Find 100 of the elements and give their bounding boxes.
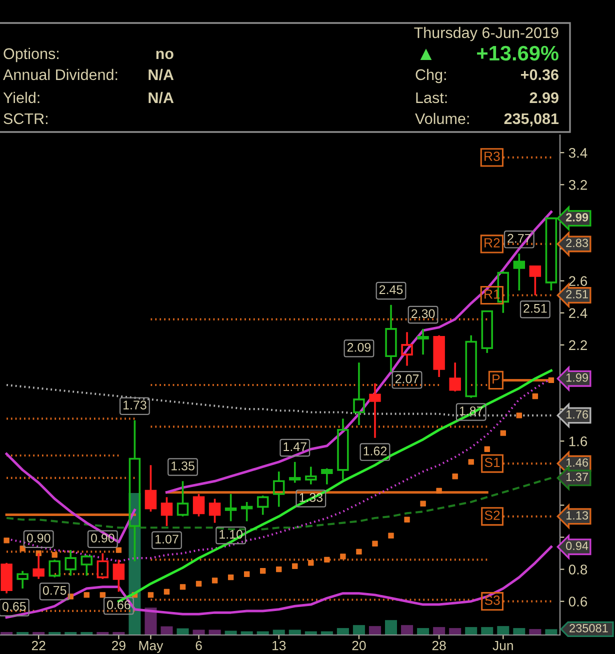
text: 2.99 <box>566 213 588 222</box>
text: Volume: <box>415 112 469 124</box>
point <box>500 430 506 436</box>
point <box>548 377 554 384</box>
data-label: 2.83 <box>566 238 588 248</box>
bar <box>465 627 478 635</box>
data-label: 1.13 <box>566 511 588 520</box>
annotation: 1.07 <box>156 534 178 544</box>
point <box>420 500 426 506</box>
annotation: 1.10 <box>220 530 242 539</box>
bar <box>368 626 381 635</box>
y-tick-label: 0.6 <box>568 596 588 607</box>
point <box>372 540 378 547</box>
bar <box>545 629 558 635</box>
text: N/A <box>148 92 174 104</box>
point <box>52 552 58 558</box>
x-tick-label: 6 <box>196 640 202 650</box>
point <box>308 560 314 566</box>
point <box>484 446 490 452</box>
data-label: 1.37 <box>566 472 588 482</box>
candlestick <box>337 418 349 480</box>
candlestick <box>513 252 526 292</box>
annotation: 1.47 <box>284 442 306 451</box>
bar <box>160 626 173 635</box>
series-label: P <box>492 374 500 384</box>
annotation: 2.51 <box>524 304 547 313</box>
annotation: 0.75 <box>42 586 66 595</box>
bar <box>352 625 365 635</box>
point <box>340 554 346 560</box>
text: 2.99 <box>530 92 558 104</box>
candlestick <box>208 498 221 524</box>
y-tick-label: 0.8 <box>568 564 588 574</box>
candlestick <box>305 466 317 486</box>
text: Chg: <box>416 68 446 84</box>
bar <box>224 630 237 635</box>
text: Thursday 6-Jun-2019 <box>414 26 558 42</box>
candlestick <box>32 552 44 580</box>
candlestick <box>273 470 285 508</box>
candlestick <box>385 304 397 374</box>
series-label: R2 <box>484 238 500 248</box>
series-label: S3 <box>484 596 500 605</box>
text: +0.36 <box>520 69 558 80</box>
bar <box>529 629 542 635</box>
text: +13.69% <box>477 46 558 61</box>
bar <box>385 620 398 635</box>
text: ▲ <box>420 48 432 60</box>
point <box>324 556 330 563</box>
bar <box>336 628 349 635</box>
point <box>356 548 362 555</box>
bar <box>417 628 430 635</box>
point <box>212 578 218 584</box>
data-label: 1.76 <box>566 410 588 419</box>
point <box>452 473 458 480</box>
bar <box>288 630 301 635</box>
point <box>292 563 298 569</box>
data-label: 0.94 <box>566 542 588 550</box>
point <box>260 568 266 574</box>
annotation: 1.73 <box>124 400 146 410</box>
point <box>116 547 122 553</box>
candlestick <box>417 328 429 356</box>
bar <box>401 625 414 635</box>
annotation: 2.09 <box>347 342 371 352</box>
bar <box>481 627 494 635</box>
text: Annual Dividend: <box>3 68 118 80</box>
point <box>228 574 234 580</box>
bar <box>449 628 462 635</box>
point <box>100 592 106 598</box>
candlestick <box>401 331 413 367</box>
annotation: 0.90 <box>26 534 50 542</box>
candlestick <box>321 467 333 486</box>
text: SCTR: <box>4 113 48 124</box>
y-tick-label: 2.6 <box>569 276 588 286</box>
point <box>516 412 522 418</box>
x-tick-label: 29 <box>112 640 126 650</box>
x-tick-label: 28 <box>432 640 446 650</box>
bar <box>192 630 205 635</box>
bar <box>513 628 526 635</box>
x-tick-label: May <box>139 641 164 653</box>
point <box>532 393 538 400</box>
text: N/A <box>148 68 174 80</box>
candlestick <box>224 493 237 522</box>
candlestick <box>160 496 173 527</box>
y-tick-label: 1.6 <box>569 436 588 446</box>
candlestick <box>353 362 365 426</box>
y-tick-label: 2.4 <box>569 308 588 318</box>
annotation: 0.65 <box>2 602 26 611</box>
text: 235,081 <box>504 113 559 126</box>
candlestick <box>112 558 125 593</box>
series-label: R3 <box>484 152 500 161</box>
point <box>404 516 410 522</box>
bar <box>272 630 285 635</box>
annotation: 2.30 <box>412 309 435 318</box>
point <box>276 566 282 572</box>
candlestick <box>529 266 542 296</box>
annotation: 1.62 <box>364 446 387 456</box>
point <box>388 532 394 538</box>
series-label: S1 <box>484 458 500 468</box>
series-label: S2 <box>484 510 500 520</box>
x-tick-label: 20 <box>352 640 366 650</box>
y-tick-label: 3.4 <box>568 148 588 158</box>
